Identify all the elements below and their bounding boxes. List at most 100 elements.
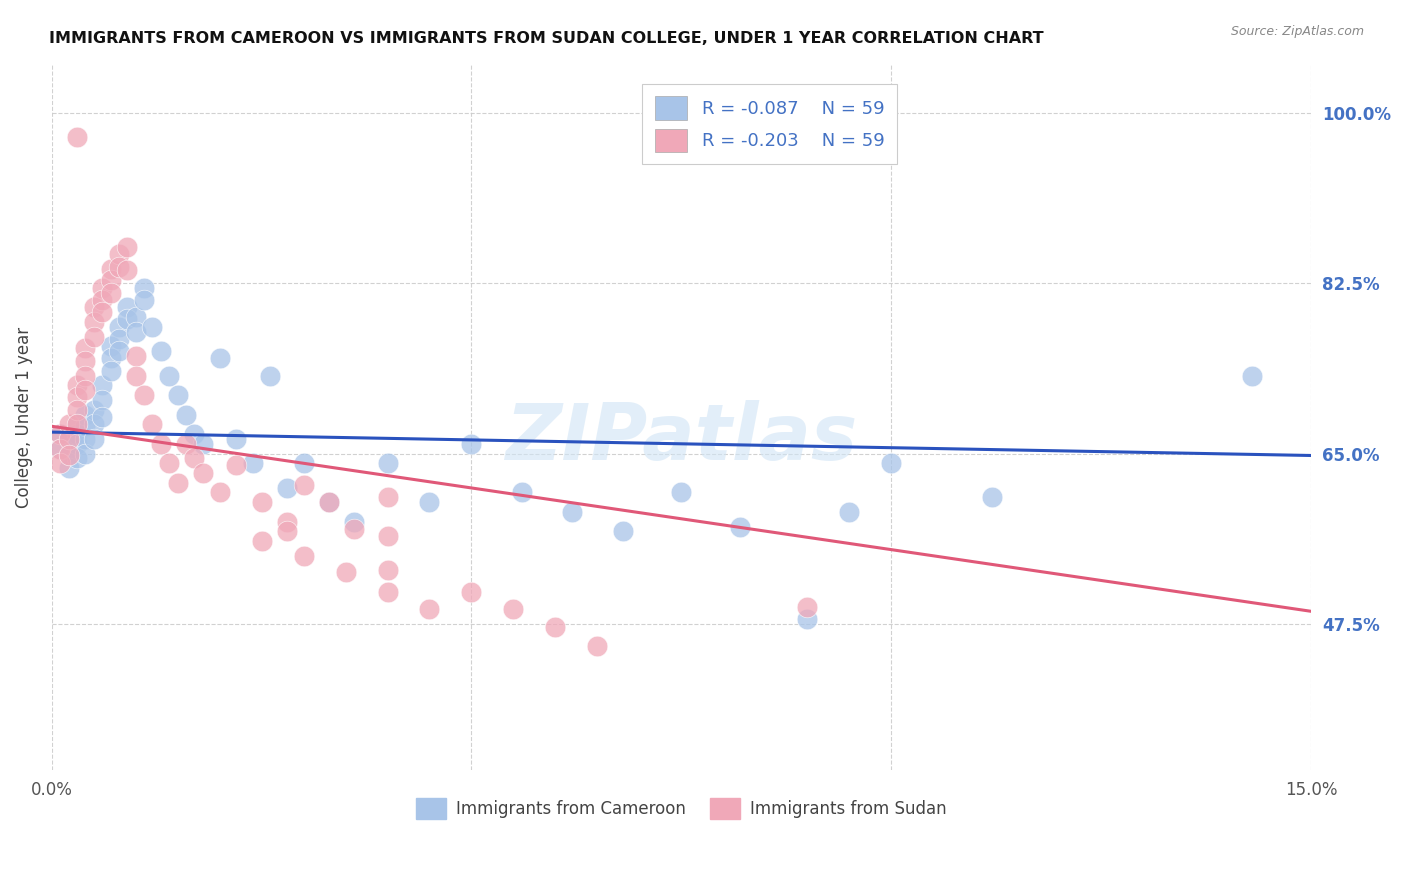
Point bbox=[125, 368, 148, 383]
Point bbox=[242, 456, 264, 470]
Point bbox=[100, 351, 122, 365]
Point bbox=[276, 515, 298, 529]
Point bbox=[91, 378, 114, 392]
Point bbox=[460, 437, 482, 451]
Text: IMMIGRANTS FROM CAMEROON VS IMMIGRANTS FROM SUDAN COLLEGE, UNDER 1 YEAR CORRELAT: IMMIGRANTS FROM CAMEROON VS IMMIGRANTS F… bbox=[49, 31, 1043, 46]
Point bbox=[1241, 368, 1264, 383]
Point bbox=[418, 602, 440, 616]
Point bbox=[191, 437, 214, 451]
Point bbox=[292, 477, 315, 491]
Point bbox=[117, 240, 139, 254]
Point bbox=[612, 524, 634, 539]
Point bbox=[100, 339, 122, 353]
Point bbox=[276, 481, 298, 495]
Point bbox=[108, 320, 131, 334]
Point bbox=[58, 429, 80, 443]
Legend: Immigrants from Cameroon, Immigrants from Sudan: Immigrants from Cameroon, Immigrants fro… bbox=[409, 791, 953, 825]
Point bbox=[132, 293, 155, 307]
Point bbox=[259, 368, 281, 383]
Point bbox=[66, 378, 89, 392]
Point bbox=[208, 485, 231, 500]
Point bbox=[377, 491, 399, 505]
Point bbox=[58, 446, 80, 460]
Point bbox=[66, 417, 89, 432]
Point bbox=[75, 446, 97, 460]
Point bbox=[157, 456, 180, 470]
Point bbox=[191, 466, 214, 480]
Point bbox=[58, 417, 80, 432]
Point bbox=[49, 456, 72, 470]
Point bbox=[157, 368, 180, 383]
Point bbox=[728, 519, 751, 533]
Point bbox=[58, 432, 80, 446]
Text: Source: ZipAtlas.com: Source: ZipAtlas.com bbox=[1230, 25, 1364, 38]
Point bbox=[83, 417, 105, 432]
Point bbox=[117, 263, 139, 277]
Point bbox=[796, 612, 818, 626]
Point bbox=[100, 261, 122, 276]
Point bbox=[149, 437, 172, 451]
Point bbox=[561, 505, 583, 519]
Point bbox=[83, 315, 105, 329]
Point bbox=[586, 640, 609, 654]
Point bbox=[108, 344, 131, 359]
Point bbox=[91, 293, 114, 307]
Point bbox=[166, 388, 188, 402]
Point bbox=[108, 247, 131, 261]
Point bbox=[125, 310, 148, 325]
Point bbox=[183, 451, 205, 466]
Point bbox=[91, 281, 114, 295]
Point bbox=[377, 456, 399, 470]
Point bbox=[75, 342, 97, 356]
Point bbox=[166, 475, 188, 490]
Point bbox=[796, 600, 818, 615]
Point bbox=[49, 442, 72, 456]
Y-axis label: College, Under 1 year: College, Under 1 year bbox=[15, 326, 32, 508]
Point bbox=[880, 456, 903, 470]
Point bbox=[132, 281, 155, 295]
Point bbox=[75, 384, 97, 398]
Point bbox=[91, 409, 114, 424]
Point bbox=[91, 392, 114, 407]
Point bbox=[671, 485, 693, 500]
Point bbox=[318, 495, 340, 509]
Point bbox=[225, 458, 247, 473]
Point bbox=[250, 495, 273, 509]
Point bbox=[149, 344, 172, 359]
Point bbox=[100, 364, 122, 378]
Point bbox=[377, 563, 399, 577]
Point bbox=[343, 523, 366, 537]
Point bbox=[108, 260, 131, 274]
Point bbox=[66, 390, 89, 404]
Point bbox=[83, 329, 105, 343]
Point bbox=[49, 427, 72, 442]
Point bbox=[58, 449, 80, 463]
Point bbox=[132, 388, 155, 402]
Point bbox=[292, 549, 315, 563]
Text: ZIPatlas: ZIPatlas bbox=[505, 401, 858, 476]
Point bbox=[125, 325, 148, 339]
Point bbox=[377, 529, 399, 543]
Point bbox=[335, 566, 357, 580]
Point bbox=[174, 437, 197, 451]
Point bbox=[66, 437, 89, 451]
Point bbox=[225, 432, 247, 446]
Point bbox=[250, 534, 273, 549]
Point bbox=[544, 620, 567, 634]
Point bbox=[125, 349, 148, 363]
Point bbox=[141, 320, 163, 334]
Point bbox=[318, 495, 340, 509]
Point bbox=[75, 408, 97, 422]
Point bbox=[100, 285, 122, 300]
Point bbox=[66, 130, 89, 145]
Point bbox=[66, 451, 89, 466]
Point bbox=[66, 417, 89, 432]
Point bbox=[418, 495, 440, 509]
Point bbox=[208, 351, 231, 365]
Point bbox=[66, 427, 89, 442]
Point bbox=[83, 402, 105, 417]
Point bbox=[75, 419, 97, 434]
Point bbox=[49, 442, 72, 456]
Point bbox=[292, 456, 315, 470]
Point bbox=[276, 524, 298, 539]
